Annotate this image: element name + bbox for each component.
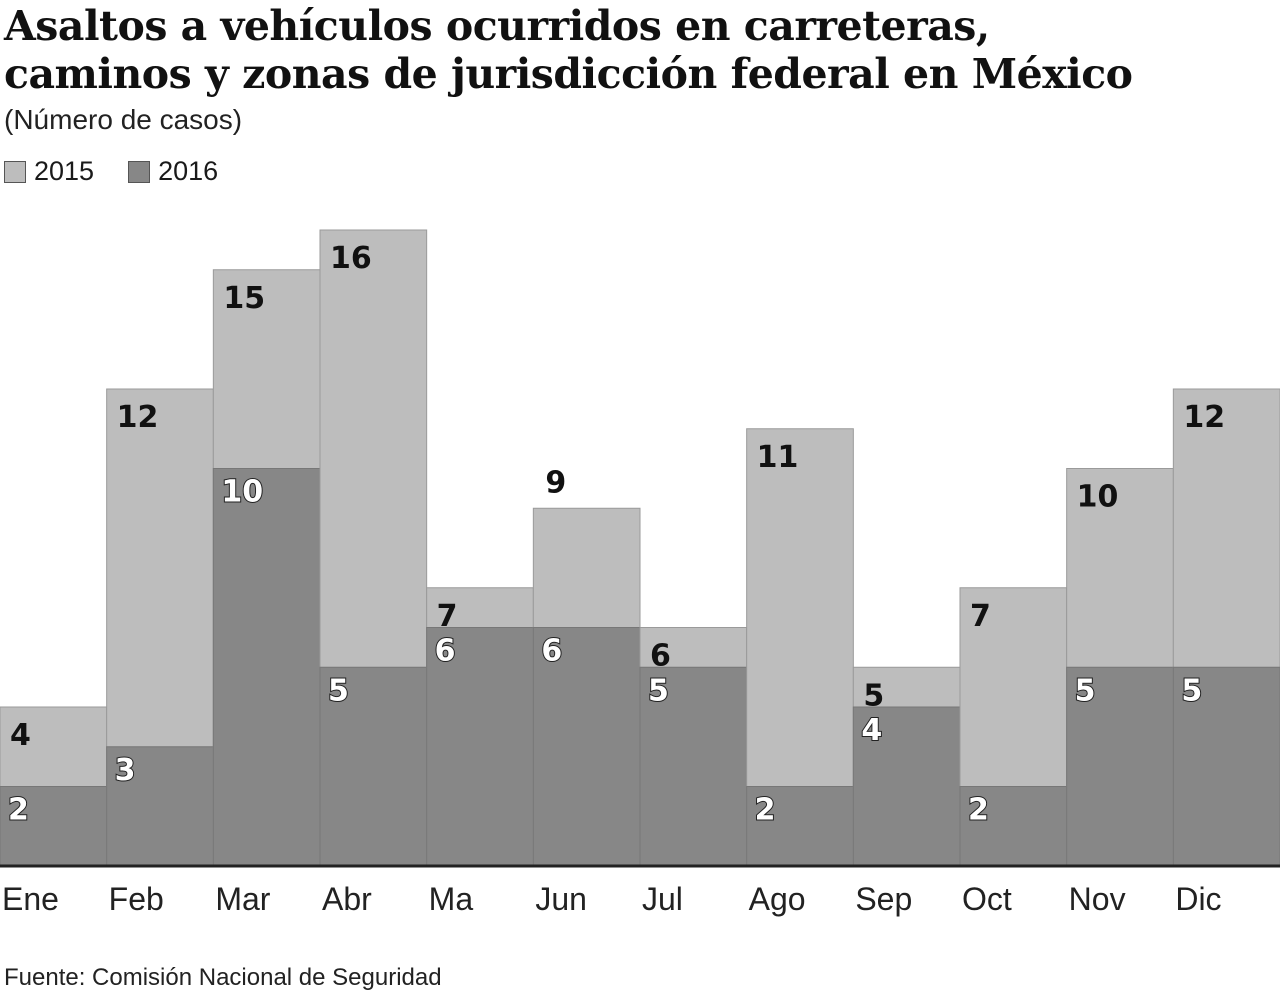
data-label-2015: 12 <box>1183 400 1225 435</box>
bar-2016-Feb <box>106 746 214 867</box>
data-label-2016: 5 <box>328 673 349 708</box>
bar-2016-Jul <box>639 666 748 867</box>
legend-swatch-2016 <box>128 160 151 183</box>
legend-swatch-2015 <box>4 160 26 183</box>
bar-2016-Jun <box>532 627 641 867</box>
x-tick-label: Ma <box>429 881 474 917</box>
bar-2016-Ma <box>426 627 534 867</box>
legend: 2015 2016 <box>4 156 218 187</box>
data-label-2016: 10 <box>221 475 263 510</box>
data-label-2016: 5 <box>648 673 669 708</box>
x-tick-label: Sep <box>855 881 912 917</box>
chart-title-line-1: Asaltos a vehículos ocurridos en carrete… <box>4 2 990 50</box>
data-label-2015: 10 <box>1077 480 1119 515</box>
bar-2016-Sep <box>852 706 961 867</box>
legend-item-2016: 2016 <box>128 156 218 187</box>
data-label-2016: 2 <box>968 793 989 828</box>
data-label-2015: 6 <box>650 639 671 674</box>
data-label-2016: 5 <box>1075 673 1096 708</box>
data-label-2015: 9 <box>545 465 566 500</box>
data-label-2015: 12 <box>117 400 159 435</box>
legend-label-2015: 2015 <box>34 156 95 186</box>
data-label-2016: 6 <box>541 634 562 669</box>
chart-title: Asaltos a vehículos ocurridos en carrete… <box>4 2 1133 98</box>
x-tick-label: Dic <box>1175 881 1221 917</box>
x-tick-label: Feb <box>109 881 164 917</box>
x-tick-label: Nov <box>1069 881 1126 917</box>
x-tick-label: Oct <box>962 881 1012 917</box>
chart-subtitle: (Número de casos) <box>4 104 243 135</box>
bar-2016-Mar <box>212 468 321 867</box>
bar-2016-Oct <box>959 786 1068 867</box>
x-tick-label: Mar <box>215 881 270 917</box>
bar-2016-Ago <box>746 786 854 867</box>
x-tick-label: Ago <box>749 881 806 917</box>
legend-label-2016: 2016 <box>158 156 219 186</box>
x-tick-label: Abr <box>322 881 372 917</box>
x-tick-label: Jul <box>642 881 683 917</box>
data-label-2015: 7 <box>970 599 991 634</box>
chart-title-line-2: caminos y zonas de jurisdicción federal … <box>4 50 1133 98</box>
x-tick-label: Ene <box>2 881 59 917</box>
data-label-2016: 6 <box>435 634 456 669</box>
legend-item-2015: 2015 <box>4 156 94 187</box>
data-label-2016: 2 <box>755 793 776 828</box>
source-note: Fuente: Comisión Nacional de Seguridad <box>4 964 442 991</box>
data-label-2016: 5 <box>1181 673 1202 708</box>
data-label-2015: 7 <box>437 599 458 634</box>
data-label-2015: 4 <box>10 718 31 753</box>
data-label-2016: 4 <box>861 713 882 748</box>
x-tick-label: Jun <box>535 881 587 917</box>
data-label-2016: 2 <box>8 793 29 828</box>
data-label-2015: 16 <box>330 241 372 276</box>
data-label-2015: 5 <box>863 678 884 713</box>
data-label-2015: 15 <box>223 281 265 316</box>
bar-2016-Nov <box>1066 666 1174 867</box>
data-label-2016: 3 <box>115 753 136 788</box>
chart-plot: 42Ene123Feb1510Mar165Abr76Ma96Jun65Jul11… <box>0 229 1280 917</box>
data-label-2015: 11 <box>757 440 799 475</box>
